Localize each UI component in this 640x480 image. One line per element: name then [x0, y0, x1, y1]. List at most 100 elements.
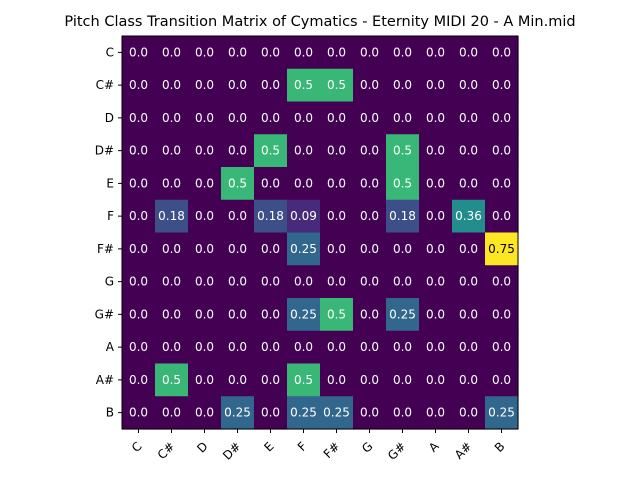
cell-value-label: 0.0 [327, 275, 346, 289]
cell-value-label: 0.0 [360, 406, 379, 420]
cell-value-label: 0.5 [393, 144, 412, 158]
cell-value-label: 0.25 [323, 406, 350, 420]
cell-value-label: 0.09 [290, 209, 317, 223]
cell-value-label: 0.0 [162, 78, 181, 92]
cell-value-label: 0.0 [228, 373, 247, 387]
heatmap-cell [188, 101, 222, 135]
cell-value-label: 0.0 [129, 45, 148, 59]
heatmap-cell [485, 36, 519, 70]
heatmap-cell [221, 199, 255, 234]
heatmap-cell [419, 265, 453, 299]
cell-value-label: 0.0 [294, 275, 313, 289]
heatmap-cell [221, 36, 255, 70]
heatmap-cell [155, 396, 189, 430]
cell-value-label: 0.0 [261, 275, 280, 289]
heatmap-cell [254, 167, 288, 201]
heatmap-cell [287, 396, 321, 430]
heatmap-cell [320, 396, 354, 430]
cell-value-label: 0.0 [129, 406, 148, 420]
cell-value-label: 0.0 [195, 307, 214, 321]
cell-value-label: 0.25 [224, 406, 251, 420]
heatmap-cell [419, 199, 453, 234]
heatmap-cell [155, 68, 189, 103]
cell-value-label: 0.0 [261, 111, 280, 125]
cell-value-label: 0.5 [228, 176, 247, 190]
y-tick-label: A [106, 340, 115, 354]
heatmap-cell [188, 36, 222, 70]
heatmap-cell [188, 134, 222, 168]
cell-value-label: 0.0 [360, 275, 379, 289]
cell-value-label: 0.0 [426, 406, 445, 420]
x-tick-label: C [129, 439, 145, 455]
heatmap-cell [353, 232, 387, 266]
heatmap-cell [188, 68, 222, 103]
heatmap-cell [485, 330, 519, 365]
heatmap-cell [155, 36, 189, 70]
heatmap-cell [386, 134, 420, 168]
cell-value-label: 0.0 [261, 45, 280, 59]
heatmap-cell [287, 36, 321, 70]
x-tick-label: B [492, 439, 508, 455]
cell-value-label: 0.0 [129, 176, 148, 190]
heatmap-cell [287, 101, 321, 135]
heatmap-cell [485, 101, 519, 135]
heatmap-cell [419, 68, 453, 103]
heatmap-cell [320, 167, 354, 201]
cell-value-label: 0.0 [492, 275, 511, 289]
heatmap-cell [386, 396, 420, 430]
cell-value-label: 0.0 [360, 111, 379, 125]
heatmap-cell [122, 232, 156, 266]
cell-value-label: 0.0 [426, 144, 445, 158]
cell-value-label: 0.0 [426, 373, 445, 387]
cell-value-label: 0.0 [162, 275, 181, 289]
heatmap-cell [419, 232, 453, 266]
cell-value-label: 0.0 [129, 340, 148, 354]
heatmap-cell [452, 396, 486, 430]
heatmap-cell [155, 167, 189, 201]
cell-value-label: 0.0 [360, 242, 379, 256]
cell-value-label: 0.0 [129, 111, 148, 125]
heatmap-cell [452, 199, 486, 234]
cell-value-label: 0.0 [261, 78, 280, 92]
heatmap-cell [287, 167, 321, 201]
heatmap-cell [485, 396, 519, 430]
heatmap-cell [155, 298, 189, 332]
heatmap-cell [122, 134, 156, 168]
cell-value-label: 0.0 [261, 373, 280, 387]
cell-value-label: 0.0 [195, 406, 214, 420]
plot-frame [121, 35, 519, 430]
cell-value-label: 0.0 [492, 209, 511, 223]
cell-value-label: 0.0 [393, 45, 412, 59]
cell-value-label: 0.0 [195, 340, 214, 354]
heatmap-cell [386, 232, 420, 266]
heatmap-cell [452, 265, 486, 299]
x-axis-ticks: C C# D D# E F F# G G# A A# B [129, 429, 508, 463]
heatmap-cell [419, 167, 453, 201]
heatmap-cell [122, 36, 156, 70]
heatmap-cell [155, 330, 189, 365]
heatmap-cell [353, 36, 387, 70]
heatmap-cell [188, 363, 222, 397]
heatmap-cell [452, 134, 486, 168]
heatmap-cell [122, 298, 156, 332]
cell-value-label: 0.0 [492, 373, 511, 387]
heatmap-cell [188, 265, 222, 299]
heatmap-cell [122, 396, 156, 430]
heatmap-cell [452, 330, 486, 365]
cell-value-label: 0.75 [488, 242, 515, 256]
cell-value-label: 0.0 [261, 406, 280, 420]
heatmap-cell [320, 199, 354, 234]
heatmap-cell [452, 363, 486, 397]
heatmap-cell [254, 36, 288, 70]
heatmap-cell [353, 68, 387, 103]
cell-value-label: 0.25 [290, 242, 317, 256]
cell-value-label: 0.5 [261, 144, 280, 158]
heatmap-cell [122, 199, 156, 234]
heatmap-cell [320, 101, 354, 135]
x-tick-label: G [359, 439, 375, 455]
heatmap-cell [188, 330, 222, 365]
heatmap-cell [419, 330, 453, 365]
heatmap-cell [353, 167, 387, 201]
heatmap-cell [320, 68, 354, 103]
heatmap-cell [419, 396, 453, 430]
